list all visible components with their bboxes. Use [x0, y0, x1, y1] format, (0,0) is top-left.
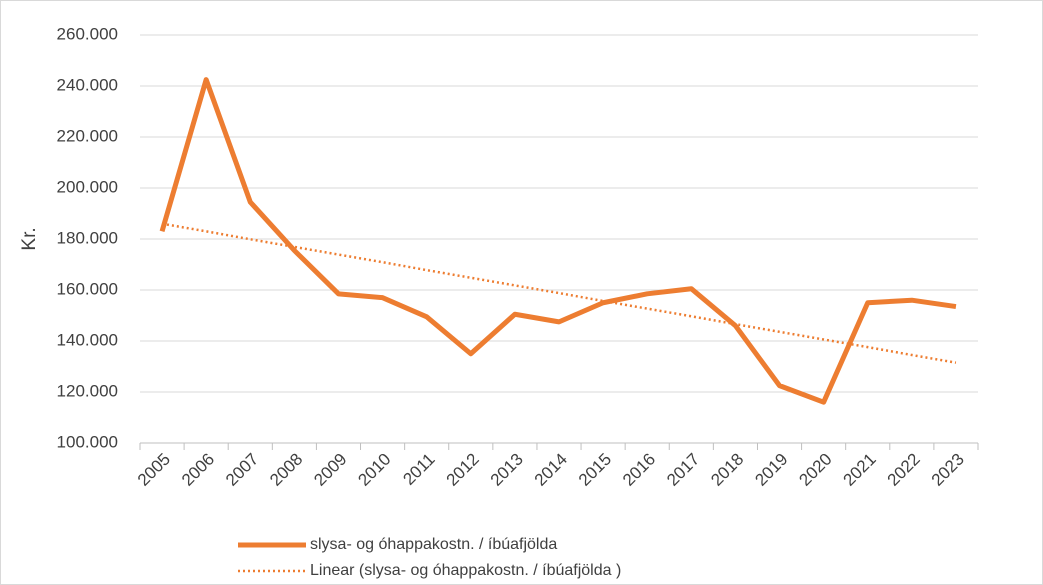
- y-axis-label: Kr.: [19, 227, 40, 250]
- data-line: [159, 77, 957, 405]
- y-tick-label: 220.000: [57, 126, 118, 145]
- y-tick-label: 180.000: [57, 228, 118, 247]
- y-tick-label: 120.000: [57, 381, 118, 400]
- y-tick-label: 200.000: [57, 177, 118, 196]
- trend-line: [161, 222, 957, 364]
- y-tick-label: 100.000: [57, 432, 118, 451]
- y-tick-label: 240.000: [57, 75, 118, 94]
- y-tick-label: 160.000: [57, 279, 118, 298]
- legend-label: Linear (slysa- og óhappakostn. / íbúafjö…: [310, 562, 621, 579]
- y-tick-label: 260.000: [57, 24, 118, 43]
- legend-label: slysa- og óhappakostn. / íbúafjölda: [310, 536, 557, 553]
- y-tick-label: 140.000: [57, 330, 118, 349]
